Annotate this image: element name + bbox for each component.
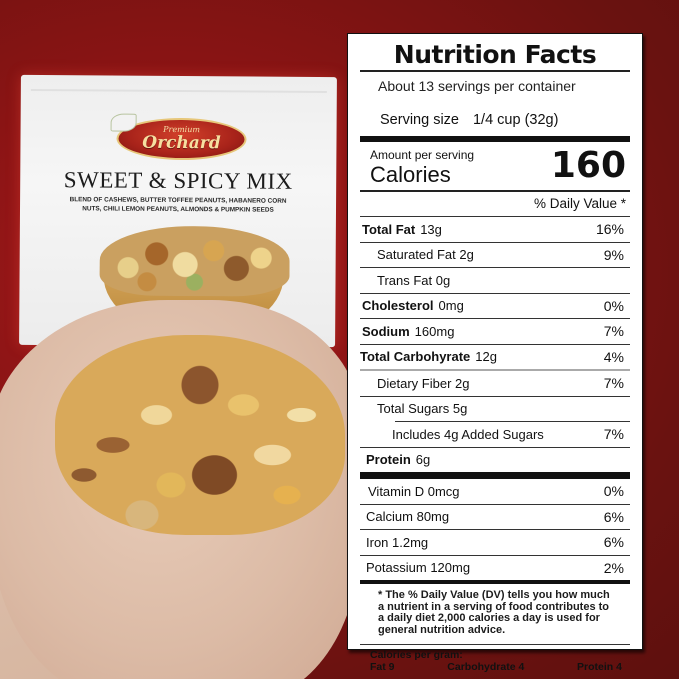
thick-divider — [360, 580, 630, 584]
nutrient-amount: 2g — [459, 247, 474, 263]
nutrient-pct: 9% — [603, 246, 624, 263]
row-sodium: Sodium 160mg 7% — [360, 319, 630, 344]
nutrient-pct: 7% — [603, 375, 624, 392]
nutrient-amount: 13g — [420, 221, 442, 237]
nutrient-name: Potassium — [366, 560, 427, 576]
nutrient-pct: 6% — [603, 508, 624, 525]
calories-per-gram: Calories per gram: Fat 9 Carbohydrate 4 … — [360, 645, 630, 673]
cpg-carb: Carbohydrate 4 — [447, 661, 525, 673]
nutrient-name: Protein — [366, 452, 411, 468]
nutrient-name: Vitamin D — [368, 483, 425, 499]
product-subtitle: BLEND OF CASHEWS, BUTTER TOFFEE PEANUTS,… — [32, 195, 324, 215]
nutrient-amount: 6g — [415, 452, 431, 468]
bowl-nuts-image — [99, 225, 290, 297]
calories-label: Calories — [370, 162, 451, 187]
nutrition-facts-label: Nutrition Facts About 13 servings per co… — [347, 33, 643, 673]
nutrition-title: Nutrition Facts — [393, 40, 597, 69]
nutrient-pct: 0% — [603, 483, 624, 500]
cpg-label: Calories per gram: — [370, 649, 463, 661]
nutrient-amount: 1.2mg — [392, 534, 429, 550]
divider — [360, 554, 630, 556]
row-total-fat: Total Fat 13g 16% — [360, 217, 630, 242]
serving-size-label: Serving size — [380, 112, 459, 128]
divider — [360, 369, 630, 371]
row-calcium: Calcium 80mg 6% — [360, 505, 630, 530]
divider — [360, 644, 630, 645]
nutrient-pct: 7% — [603, 426, 624, 443]
nutrient-name: Sodium — [362, 323, 410, 339]
nutrient-amount: 0mcg — [427, 483, 460, 499]
row-protein: Protein 6g — [360, 448, 630, 473]
row-vitamin-d: Vitamin D 0mcg 0% — [360, 479, 630, 504]
nutrient-amount: 2g — [455, 375, 470, 391]
serving-size: Serving size 1/4 cup (32g) — [360, 100, 630, 136]
bag-zip-seal — [30, 88, 327, 94]
cpg-values: Fat 9 Carbohydrate 4 Protein 4 — [370, 661, 622, 673]
divider — [360, 446, 630, 448]
daily-value-footnote: * The % Daily Value (DV) tells you how m… — [378, 589, 610, 636]
row-saturated-fat: Saturated Fat 2g 9% — [360, 243, 630, 268]
nutrient-name: Total Fat — [362, 221, 416, 237]
nutrient-amount: 80mg — [416, 509, 450, 525]
divider — [360, 267, 630, 268]
product-title: SWEET & SPICY MIX — [63, 167, 293, 194]
row-total-sugars: Total Sugars 5g — [360, 397, 630, 422]
nutrient-name: Total Sugars — [377, 401, 450, 417]
nutrient-pct: 7% — [603, 323, 624, 340]
divider — [360, 529, 630, 530]
cpg-fat: Fat 9 — [370, 661, 395, 673]
nutrient-amount: 120mg — [430, 560, 471, 576]
serving-size-value: 1/4 cup (32g) — [472, 112, 559, 128]
nutrient-pct: 6% — [603, 534, 624, 551]
nutrient-name: Cholesterol — [362, 298, 434, 314]
nutrient-name: Includes 4g Added Sugars — [392, 426, 544, 442]
nutrient-name: Trans Fat — [377, 272, 433, 288]
row-iron: Iron 1.2mg 6% — [360, 530, 630, 555]
nutrient-amount: 0mg — [438, 298, 464, 314]
thick-divider — [360, 136, 630, 142]
calories-block: Amount per serving Calories 160 — [360, 142, 630, 190]
divider — [360, 318, 630, 319]
row-dietary-fiber: Dietary Fiber 2g 7% — [360, 371, 630, 396]
brand-name: Orchard — [142, 132, 221, 154]
flower-icon — [110, 113, 137, 132]
nutrient-name: Dietary Fiber — [377, 375, 452, 391]
row-potassium: Potassium 120mg 2% — [360, 556, 630, 581]
nutrient-name: Calcium — [366, 509, 413, 525]
nutrient-name: Iron — [366, 534, 389, 550]
nutrient-amount: 5g — [452, 401, 468, 417]
cpg-protein: Protein 4 — [577, 661, 622, 673]
nuts-in-hand-image — [55, 335, 345, 535]
nutrient-amount: 0g — [435, 272, 451, 288]
divider — [395, 421, 630, 422]
row-trans-fat: Trans Fat 0g — [360, 268, 630, 293]
row-cholesterol: Cholesterol 0mg 0% — [360, 294, 630, 319]
divider — [360, 503, 630, 505]
divider — [360, 343, 630, 345]
daily-value-header: % Daily Value * — [533, 196, 626, 211]
divider — [360, 70, 630, 72]
nutrient-amount: 160mg — [414, 323, 455, 339]
row-total-carbohydrate: Total Carbohyrate 12g 4% — [360, 345, 630, 370]
row-added-sugars: Includes 4g Added Sugars 7% — [360, 422, 630, 447]
thick-divider — [360, 472, 630, 479]
divider — [360, 241, 630, 243]
amount-per-serving: Amount per serving — [370, 148, 475, 162]
nutrient-pct: 2% — [603, 559, 624, 576]
nutrient-pct: 16% — [595, 221, 624, 238]
divider — [360, 216, 630, 217]
divider — [360, 190, 630, 192]
calories-value: 160 — [550, 145, 626, 186]
divider — [360, 395, 630, 397]
servings-per-container: About 13 servings per container — [378, 78, 576, 94]
nutrient-pct: 0% — [603, 297, 624, 314]
nutrient-amount: 12g — [475, 349, 497, 365]
nutrient-name: Saturated Fat — [377, 247, 456, 263]
divider — [360, 292, 630, 294]
nutrient-pct: 4% — [603, 348, 624, 365]
brand-logo: Premium Orchard — [110, 113, 247, 161]
nutrient-name: Total Carbohyrate — [360, 349, 471, 365]
